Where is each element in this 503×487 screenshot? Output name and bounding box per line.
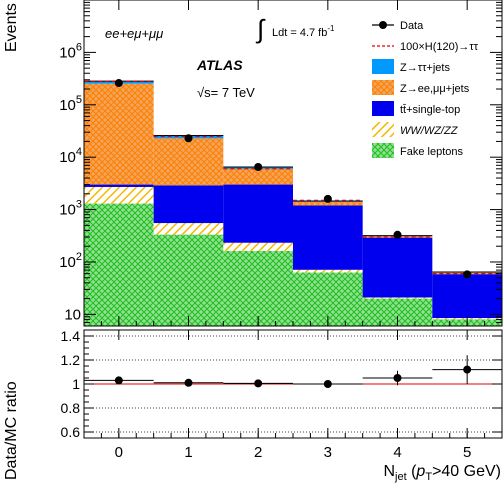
lumi-label: Ldt = 4.7 fb-1 (272, 24, 335, 39)
ratio-xtick-label-5: 5 (463, 444, 471, 461)
bar-3-1 (153, 138, 224, 186)
bar-2-5 (432, 274, 502, 319)
ratio-y-axis: 0.6 0.8 1 1.2 1.4 (61, 328, 502, 440)
ratio-point-4 (393, 374, 402, 382)
bar-1-2 (223, 242, 293, 251)
data-point-3 (323, 194, 332, 203)
data-point-2 (254, 162, 263, 171)
bar-3-0 (84, 83, 154, 185)
main-ytick-label-5: 105 (59, 94, 82, 114)
ratio-point-2 (254, 379, 263, 388)
legend-data-label: Data (400, 20, 424, 32)
legend-label-1: Z→ee,μμ+jets (400, 83, 470, 95)
bar-2-2 (223, 184, 293, 243)
legend-signal-label: 100×H(120)→ττ (400, 41, 479, 53)
main-ytick-label-3: 103 (59, 199, 82, 219)
main-ytick-label-6: 106 (59, 41, 82, 61)
bar-1-4 (362, 297, 433, 299)
ratio-ylabel: Data/MC ratio (3, 381, 20, 480)
ratio-xtick-label-0: 0 (115, 444, 123, 461)
signal-layer (84, 80, 502, 275)
data-point-5 (463, 270, 472, 279)
main-x-ticks (83, 0, 503, 326)
bar-0-1 (153, 234, 224, 326)
ratio-points (84, 355, 502, 388)
x-axis-label: Njet (pT>40 GeV) (383, 463, 501, 483)
legend-swatch-4 (372, 143, 394, 158)
data-point-1 (184, 134, 193, 143)
stack-layer (84, 80, 502, 326)
experiment-label: ATLAS (196, 57, 243, 73)
legend-label-3: WW/WZ/ZZ (400, 125, 459, 137)
main-ytick-label-2: 102 (59, 251, 82, 271)
channel-label: ee+eμ+μμ (105, 26, 163, 41)
bar-0-0 (84, 203, 154, 326)
bar-2-0 (84, 184, 154, 187)
bar-3-2 (223, 168, 293, 185)
main-ylabel: Events (3, 3, 20, 52)
ratio-xtick-label-4: 4 (393, 444, 401, 461)
legend-swatch-2 (372, 101, 394, 116)
data-point-0 (114, 79, 123, 88)
legend-swatch-1 (372, 80, 394, 95)
ratio-xtick-label-2: 2 (254, 444, 262, 461)
legend-label-0: Z→ττ+jets (400, 62, 450, 74)
ratio-point-1 (184, 378, 193, 387)
legend: Data 100×H(120)→ττ Z→ττ+jets Z→ee,μμ+jets tt… (372, 20, 479, 158)
main-panel: 10 102 103 104 105 106 Events ee+eμ+μμ ∫ Ldt … (3, 0, 503, 327)
ratio-ytick-label: 1.2 (61, 352, 81, 368)
ratio-point-3 (323, 380, 332, 388)
ratio-panel: 0.6 0.8 1 1.2 1.4 0 1 2 3 4 5 Data/MC ratio Njet … (3, 328, 503, 483)
ratio-ytick-label: 0.6 (61, 424, 81, 440)
integral-sign: ∫ (255, 14, 266, 44)
bar-1-0 (84, 186, 154, 204)
bar-0-2 (223, 250, 293, 326)
bar-2-4 (362, 237, 433, 298)
ratio-ytick-label: 1.4 (61, 328, 81, 344)
bar-1-3 (293, 269, 363, 273)
bar-1-1 (153, 223, 224, 235)
ratio-x-axis: 0 1 2 3 4 5 (83, 330, 503, 461)
main-ytick-label-4: 104 (59, 146, 82, 166)
bar-3-3 (293, 201, 363, 206)
legend-swatch-3 (372, 122, 394, 137)
data-layer (114, 79, 472, 279)
ratio-point-5 (463, 365, 472, 374)
legend-swatch-0 (372, 59, 394, 74)
bar-2-1 (153, 185, 224, 224)
legend-data-marker (379, 21, 387, 29)
ratio-ytick-label: 1 (72, 376, 80, 392)
legend-label-2: tt̄+single-top (400, 104, 460, 116)
bar-2-3 (293, 205, 363, 270)
ratio-ytick-label: 0.8 (61, 400, 81, 416)
main-ytick-label-1: 10 (64, 306, 81, 323)
data-point-4 (393, 230, 402, 239)
ratio-xtick-label-3: 3 (324, 444, 332, 461)
legend-label-4: Fake leptons (400, 146, 463, 158)
ratio-point-0 (114, 376, 123, 385)
energy-label: √s= 7 TeV (197, 85, 255, 100)
ratio-xtick-label-1: 1 (184, 444, 192, 461)
